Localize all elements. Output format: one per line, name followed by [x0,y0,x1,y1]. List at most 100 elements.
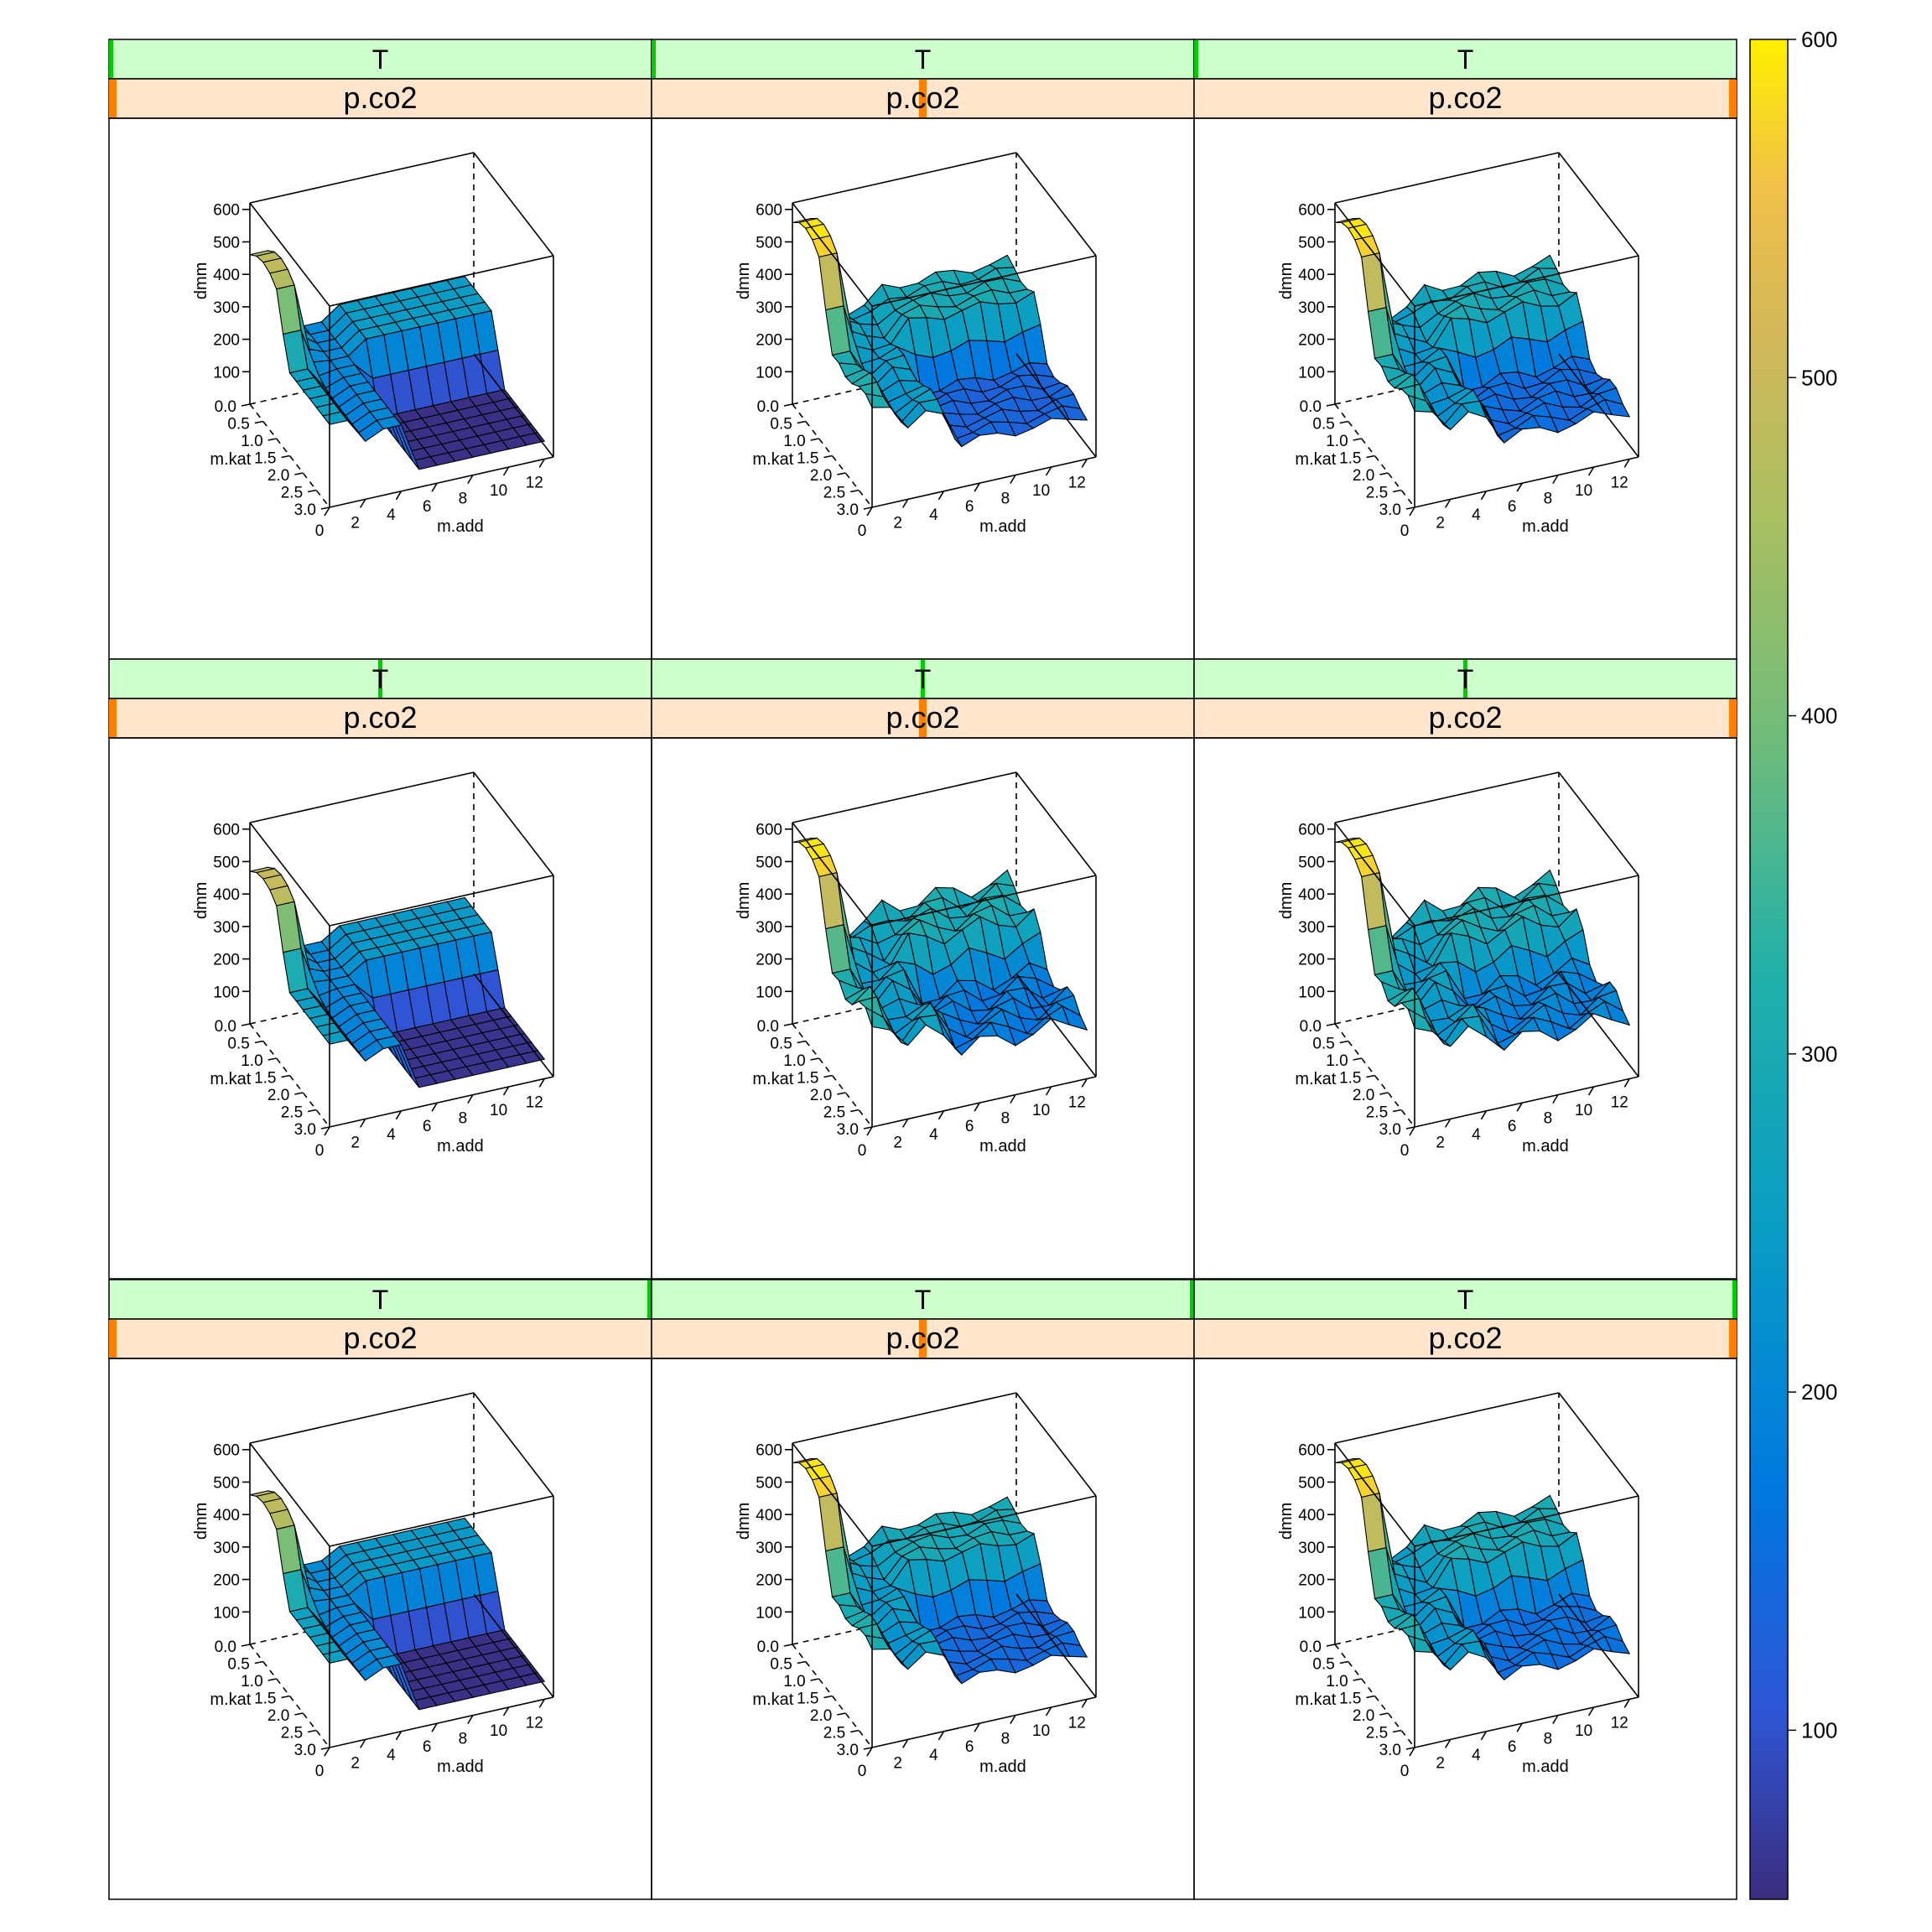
y-tick [823,1695,833,1699]
z-tick-label: 300 [1298,919,1325,937]
box-edge [792,822,873,927]
y-tick [783,403,793,407]
strip-T-bg [108,1279,652,1320]
strip-pco2-level-mark [919,80,927,117]
y-tick-label: 0.5 [770,416,792,434]
y-tick-label: 0.0 [757,1018,779,1036]
x-tick-label: 4 [929,506,938,524]
box-edge [1414,255,1639,307]
z-tick-label: 200 [756,332,782,350]
box-edge [1015,1593,1097,1698]
box-edge [249,1392,475,1444]
x-tick [1010,1715,1016,1725]
strip-pco2-label: p.co2 [1428,80,1502,115]
z-tick-label: 300 [756,919,782,937]
strip-pco2-label: p.co2 [886,1321,959,1355]
y-tick [1393,1109,1402,1113]
strip-pco2-label: p.co2 [1428,1321,1502,1355]
box-edge [1414,456,1639,508]
x-tick [1045,466,1052,476]
strip-pco2: p.co2 [108,698,652,739]
box-edge [1558,353,1639,458]
y-tick-label: 0.0 [757,398,779,416]
z-tick-label: 500 [213,234,240,252]
x-tick [1623,458,1631,468]
x-tick-label: 4 [1472,506,1481,524]
surface-mesh [249,1490,546,1711]
y-tick [823,1074,833,1078]
z-tick-label: 300 [213,299,240,317]
colorkey-tick-label: 600 [1801,27,1837,52]
z-tick-label: 600 [756,1442,782,1460]
x-tick [324,1747,330,1757]
y-tick [241,403,251,407]
strip-pco2-level-mark [1729,1320,1737,1358]
x-tick-label: 8 [459,1110,468,1128]
z-tick-label: 500 [1298,234,1325,252]
z-axis-label: dmm [735,262,753,299]
y-tick [837,472,846,475]
colorkey-bar [1749,39,1789,1900]
strip-T-label: T [1457,1285,1474,1315]
box-edge [329,1495,554,1547]
surface-plot: 0 2 4 6 8 10 12 m.add 0.00.51.01.52.02.53.0 m.kat… [735,152,1097,540]
x-tick [360,1118,366,1128]
surface-plot: 0 2 4 6 8 10 12 m.add 0.00.51.01.52.02.53.0 m.kat… [1277,1392,1639,1780]
y-tick-label: 3.0 [294,1121,316,1139]
strip-pco2-level-mark [919,1320,927,1358]
y-tick [308,1729,317,1733]
x-tick-label: 10 [1032,1722,1050,1740]
y-tick-label: 3.0 [294,501,316,519]
surface-facet [818,872,844,930]
x-tick [974,1102,980,1112]
box-edge [792,202,873,307]
x-axis-label: m.add [1522,517,1569,536]
x-tick-label: 10 [1575,1102,1592,1119]
strip-T-level-mark [921,660,925,698]
box-edge [1015,973,1097,1078]
x-tick [1623,1698,1631,1708]
y-tick [241,1644,251,1647]
x-tick-label: 0 [858,1142,867,1160]
y-tick-label: 3.0 [837,1121,859,1139]
box-edge [871,1495,1097,1547]
strip-T-label: T [1457,44,1474,75]
box-edge [1414,875,1639,927]
z-tick-label: 100 [213,364,240,382]
strip-T-label: T [915,1285,932,1315]
x-tick-label: 0 [858,522,867,540]
y-tick-label: 0.5 [1312,1656,1334,1674]
x-tick-label: 0 [315,1142,325,1160]
x-tick-label: 12 [1611,1093,1628,1111]
z-tick-label: 300 [756,1540,782,1557]
y-tick [837,1092,846,1095]
surface-facet [276,284,302,335]
x-tick-label: 10 [1575,482,1592,500]
y-tick-label: 0.0 [215,1639,236,1656]
surface-plot: 0 2 4 6 8 10 12 m.add 0.00.51.01.52.02.53.0 m.kat… [192,152,554,540]
y-tick [837,1712,846,1716]
box-edge [1558,1593,1639,1698]
box-edge [1334,771,1560,823]
y-tick-label: 3.0 [1379,1742,1401,1759]
box-edge [329,875,554,927]
x-tick [1480,1731,1488,1741]
y-tick [281,1074,290,1078]
z-tick-label: 600 [213,202,240,220]
panel-r3-c3: Tp.co2 0 2 4 6 8 10 12 m.add 0.00.51.01.52.02.53.… [1193,1279,1737,1900]
surface-mesh [249,866,546,1088]
x-tick-label: 6 [423,1738,432,1756]
x-tick [1516,1102,1523,1112]
x-tick [937,1731,945,1741]
box-edge [792,1442,873,1547]
z-tick-label: 100 [756,364,782,382]
x-tick-label: 0 [1400,1142,1410,1160]
strip-T-level-mark [1732,1280,1737,1318]
y-tick [1326,1023,1336,1026]
strip-pco2-label: p.co2 [886,80,959,115]
box-edge [473,1392,554,1497]
z-tick-label: 100 [1298,984,1325,1001]
panel-r3-c2: Tp.co2 0 2 4 6 8 10 12 m.add 0.00.51.01.52.02.53.… [651,1279,1195,1900]
x-tick-label: 6 [1508,498,1517,516]
y-axis-label: m.kat [210,450,251,469]
